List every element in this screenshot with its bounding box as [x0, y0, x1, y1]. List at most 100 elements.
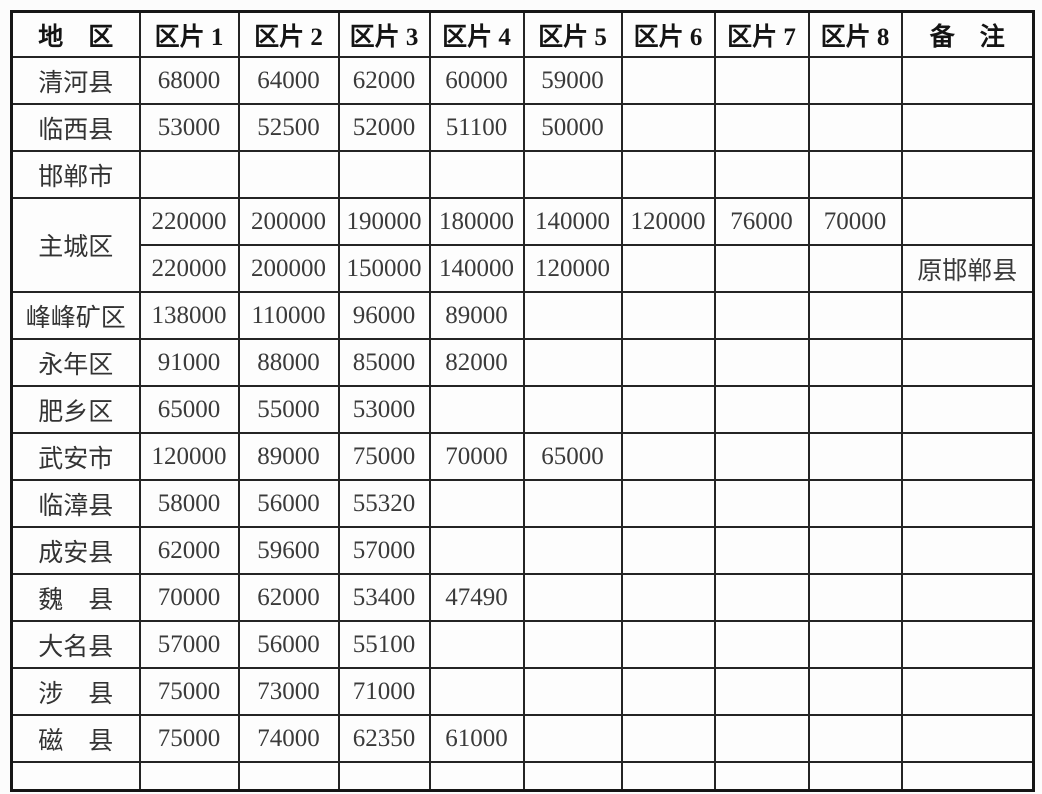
value-cell — [522, 291, 623, 340]
table-row-15 — [10, 761, 1035, 792]
table-row-0: 清河县 68000 64000 62000 60000 59000 — [10, 56, 1035, 105]
note-cell — [900, 150, 1035, 199]
value-cell: 52500 — [237, 103, 340, 152]
value-cell — [807, 479, 903, 528]
value-cell: 91000 — [138, 338, 240, 387]
value-cell: 55000 — [237, 385, 340, 434]
value-cell — [428, 667, 525, 716]
value-cell: 76000 — [713, 197, 810, 246]
note-cell — [900, 197, 1035, 246]
value-cell: 140000 — [428, 244, 525, 293]
value-cell: 52000 — [337, 103, 431, 152]
note-cell — [900, 714, 1035, 763]
value-cell — [713, 432, 810, 481]
value-cell: 70000 — [807, 197, 903, 246]
table-row-8: 武安市 120000 89000 75000 70000 65000 — [10, 432, 1035, 481]
value-cell: 89000 — [428, 291, 525, 340]
value-cell: 59000 — [522, 56, 623, 105]
value-cell: 58000 — [138, 479, 240, 528]
value-cell — [620, 761, 716, 792]
column-header-5: 区片 5 — [522, 10, 623, 58]
value-cell — [428, 526, 525, 575]
value-cell — [713, 385, 810, 434]
value-cell — [237, 150, 340, 199]
value-cell: 180000 — [428, 197, 525, 246]
value-cell — [807, 56, 903, 105]
value-cell: 55100 — [337, 620, 431, 669]
note-cell — [900, 620, 1035, 669]
value-cell: 120000 — [138, 432, 240, 481]
value-cell — [620, 291, 716, 340]
value-cell — [713, 620, 810, 669]
value-cell — [620, 479, 716, 528]
region-cell: 肥乡区 — [10, 385, 141, 434]
table-row-4: 220000 200000 150000 140000 120000 原邯郸县 — [12, 244, 1035, 293]
value-cell — [522, 667, 623, 716]
value-cell: 62350 — [337, 714, 431, 763]
value-cell — [713, 291, 810, 340]
table-row-12: 大名县 57000 56000 55100 — [10, 620, 1035, 669]
value-cell: 62000 — [337, 56, 431, 105]
table-row-14: 磁 县 75000 74000 62350 61000 — [10, 714, 1035, 763]
value-cell: 70000 — [138, 573, 240, 622]
value-cell — [713, 667, 810, 716]
region-cell — [10, 761, 141, 792]
value-cell — [522, 761, 623, 792]
value-cell: 73000 — [237, 667, 340, 716]
value-cell — [428, 479, 525, 528]
region-cell: 涉 县 — [10, 667, 141, 716]
value-cell — [620, 385, 716, 434]
value-cell — [713, 103, 810, 152]
region-cell: 邯郸市 — [10, 150, 141, 199]
value-cell: 47490 — [428, 573, 525, 622]
region-cell: 永年区 — [10, 338, 141, 387]
value-cell — [807, 103, 903, 152]
value-cell — [807, 385, 903, 434]
value-cell — [620, 526, 716, 575]
value-cell: 53400 — [337, 573, 431, 622]
value-cell — [138, 761, 240, 792]
value-cell — [522, 150, 623, 199]
value-cell: 65000 — [522, 432, 623, 481]
value-cell: 62000 — [138, 526, 240, 575]
value-cell: 220000 — [138, 197, 240, 246]
value-cell — [522, 338, 623, 387]
note-cell — [900, 103, 1035, 152]
value-cell: 51100 — [428, 103, 525, 152]
value-cell — [237, 761, 340, 792]
value-cell: 96000 — [337, 291, 431, 340]
value-cell — [620, 620, 716, 669]
table-row-5: 峰峰矿区 138000 110000 96000 89000 — [10, 291, 1035, 340]
note-cell — [900, 479, 1035, 528]
region-cell: 魏 县 — [10, 573, 141, 622]
value-cell — [807, 667, 903, 716]
column-header-6: 区片 6 — [620, 10, 716, 58]
value-cell — [522, 526, 623, 575]
value-cell: 53000 — [337, 385, 431, 434]
value-cell — [522, 385, 623, 434]
column-header-1: 区片 1 — [138, 10, 240, 58]
value-cell: 55320 — [337, 479, 431, 528]
value-cell — [807, 761, 903, 792]
value-cell: 74000 — [237, 714, 340, 763]
value-cell — [713, 150, 810, 199]
value-cell: 120000 — [620, 197, 716, 246]
region-cell: 峰峰矿区 — [10, 291, 141, 340]
table-row-1: 临西县 53000 52500 52000 51100 50000 — [10, 103, 1035, 152]
value-cell — [522, 573, 623, 622]
region-cell: 临漳县 — [10, 479, 141, 528]
value-cell: 62000 — [237, 573, 340, 622]
value-cell — [807, 338, 903, 387]
column-header-2: 区片 2 — [237, 10, 340, 58]
value-cell — [807, 526, 903, 575]
value-cell: 71000 — [337, 667, 431, 716]
table-row-6: 永年区 91000 88000 85000 82000 — [10, 338, 1035, 387]
region-cell: 临西县 — [10, 103, 141, 152]
value-cell: 57000 — [337, 526, 431, 575]
table-row-13: 涉 县 75000 73000 71000 — [10, 667, 1035, 716]
column-header-9: 备 注 — [900, 10, 1035, 58]
value-cell — [428, 385, 525, 434]
value-cell — [713, 338, 810, 387]
